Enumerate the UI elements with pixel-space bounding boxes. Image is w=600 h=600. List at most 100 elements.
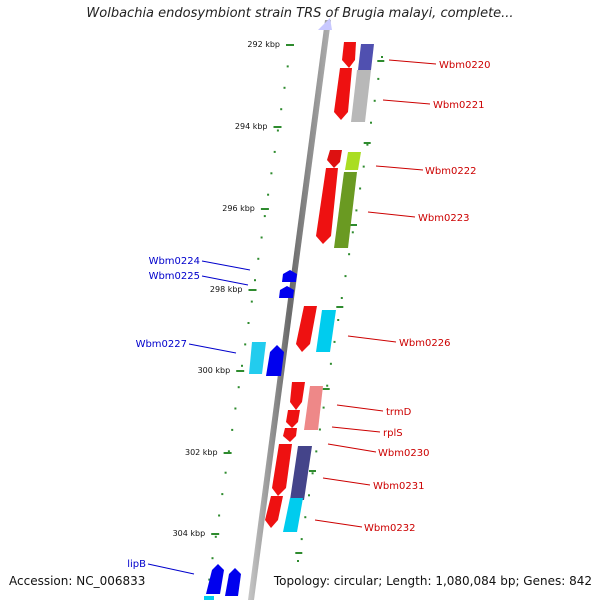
gene-wbm0231-cds[interactable] <box>290 446 312 500</box>
ruler-dot <box>329 362 332 365</box>
ruler-dot <box>273 150 276 153</box>
map-title: Wolbachia endosymbiont strain TRS of Bru… <box>86 6 514 21</box>
ruler-dot <box>224 471 227 474</box>
ruler-dot <box>351 231 354 234</box>
ruler-dot <box>381 56 383 58</box>
gene-wbm0232-arrow[interactable] <box>265 496 283 528</box>
gene-label-wbm0225[interactable]: Wbm0225 <box>149 271 200 282</box>
gene-label-wbm0226[interactable]: Wbm0226 <box>399 338 450 349</box>
ruler-dot <box>221 493 224 496</box>
ruler-dot <box>263 215 266 218</box>
ruler-dot <box>214 535 217 538</box>
ruler-dot <box>366 143 369 146</box>
ruler-dot <box>373 99 376 102</box>
ruler-dot <box>234 407 237 410</box>
ruler-dot <box>315 450 318 453</box>
ruler-tick-label: 304 kbp <box>173 529 206 538</box>
gene-wbm0221-cds[interactable] <box>351 70 371 122</box>
ruler-dot <box>337 319 340 321</box>
gene-wbm0224[interactable] <box>282 270 297 282</box>
gene-trmd-arrow[interactable] <box>290 382 305 410</box>
ruler-dot <box>362 165 365 168</box>
ruler-tick <box>211 533 220 535</box>
gene-wbm0223-cds[interactable] <box>334 172 357 248</box>
ruler-tick-label: 292 kbp <box>247 40 280 49</box>
ruler-dot <box>231 428 234 431</box>
ruler-dot <box>304 516 307 519</box>
ruler-dot <box>286 65 289 68</box>
gene-wbm0220-arrow[interactable] <box>342 42 356 68</box>
gene-label-wbm0223[interactable]: Wbm0223 <box>418 213 469 224</box>
gene-label-wbm0224[interactable]: Wbm0224 <box>149 256 200 267</box>
gene-feature-partial[interactable] <box>318 18 332 30</box>
ruler-dot <box>244 343 247 346</box>
gene-label-wbm0231[interactable]: Wbm0231 <box>373 481 424 492</box>
ruler-tick-label: 298 kbp <box>210 285 243 294</box>
gene-rpls-arrow[interactable] <box>286 410 300 428</box>
ruler-dot <box>237 386 240 389</box>
gene-wbm0231-arrow[interactable] <box>272 444 292 496</box>
gene-label-lipb[interactable]: lipB <box>127 559 146 570</box>
gene-wbm0226-arrow[interactable] <box>296 306 317 352</box>
ruler-dot <box>241 364 243 367</box>
gene-wbm0223-arrow[interactable] <box>316 168 338 244</box>
gene-wbm0220-cds[interactable] <box>358 44 374 70</box>
ruler-dot <box>257 257 260 260</box>
gene-wbm0227-cds[interactable] <box>249 342 266 374</box>
gene-label-wbm0227[interactable]: Wbm0227 <box>136 339 187 350</box>
gene-wbm0221-arrow[interactable] <box>334 68 352 120</box>
ruler-dot <box>326 384 329 387</box>
ruler-dot <box>270 172 273 175</box>
gene-wbm0226-cds[interactable] <box>316 310 336 352</box>
gene-wbm0225[interactable] <box>279 286 294 298</box>
ruler-dot <box>340 297 343 299</box>
ruler-tick <box>309 470 316 472</box>
gene-lipb-arrow-a[interactable] <box>206 564 224 594</box>
ruler-tick <box>260 208 269 210</box>
ruler-dot <box>260 236 263 239</box>
gene-label-rpls[interactable]: rplS <box>383 428 403 439</box>
gene-partial-bottom[interactable] <box>204 596 214 600</box>
ruler-dot <box>250 300 253 303</box>
gene-label-wbm0222[interactable]: Wbm0222 <box>425 166 476 177</box>
genome-info-text: Topology: circular; Length: 1,080,084 bp… <box>273 574 592 588</box>
ruler-tick <box>350 224 357 226</box>
ruler-tick <box>286 44 294 46</box>
gene-wbm0222-arrow[interactable] <box>327 150 342 168</box>
ruler-tick <box>336 306 344 308</box>
gene-label-wbm0221[interactable]: Wbm0221 <box>433 100 484 111</box>
ruler-dot <box>280 108 283 111</box>
ruler-dot <box>344 275 347 278</box>
ruler-dot <box>322 406 325 409</box>
ruler-tick <box>377 60 385 62</box>
ruler-dot <box>267 193 270 196</box>
ruler-dot <box>283 86 286 89</box>
gene-wbm0232-cds[interactable] <box>283 498 303 532</box>
ruler-tick-label: 296 kbp <box>222 204 255 213</box>
ruler-dot <box>297 560 299 562</box>
gene-label-trmd[interactable]: trmD <box>386 407 412 418</box>
ruler-dot <box>318 428 321 431</box>
ruler-tick <box>273 126 282 128</box>
ruler-tick-label: 300 kbp <box>198 366 231 375</box>
ruler-dot <box>377 77 380 80</box>
gene-lipb-arrow-b[interactable] <box>225 568 241 596</box>
ruler-dot <box>211 557 214 560</box>
ruler-dot <box>333 340 336 343</box>
ruler-dot <box>311 472 314 475</box>
ruler-tick <box>248 289 257 291</box>
gene-wbm0230-arrow[interactable] <box>283 428 297 442</box>
ruler-tick <box>363 142 371 144</box>
gene-label-wbm0220[interactable]: Wbm0220 <box>439 60 490 71</box>
gene-wbm0227-arrow[interactable] <box>266 345 284 376</box>
ruler-tick <box>223 452 232 454</box>
ruler-dot <box>276 129 279 132</box>
gene-label-wbm0230[interactable]: Wbm0230 <box>378 448 429 459</box>
gene-label-wbm0232[interactable]: Wbm0232 <box>364 523 415 534</box>
ruler-dot <box>308 494 310 497</box>
gene-wbm0222-cds[interactable] <box>345 152 361 170</box>
gene-trmd-cds[interactable] <box>304 386 323 430</box>
ruler-tick <box>236 370 245 372</box>
ruler-tick <box>295 552 303 554</box>
ruler-dot <box>247 322 250 324</box>
